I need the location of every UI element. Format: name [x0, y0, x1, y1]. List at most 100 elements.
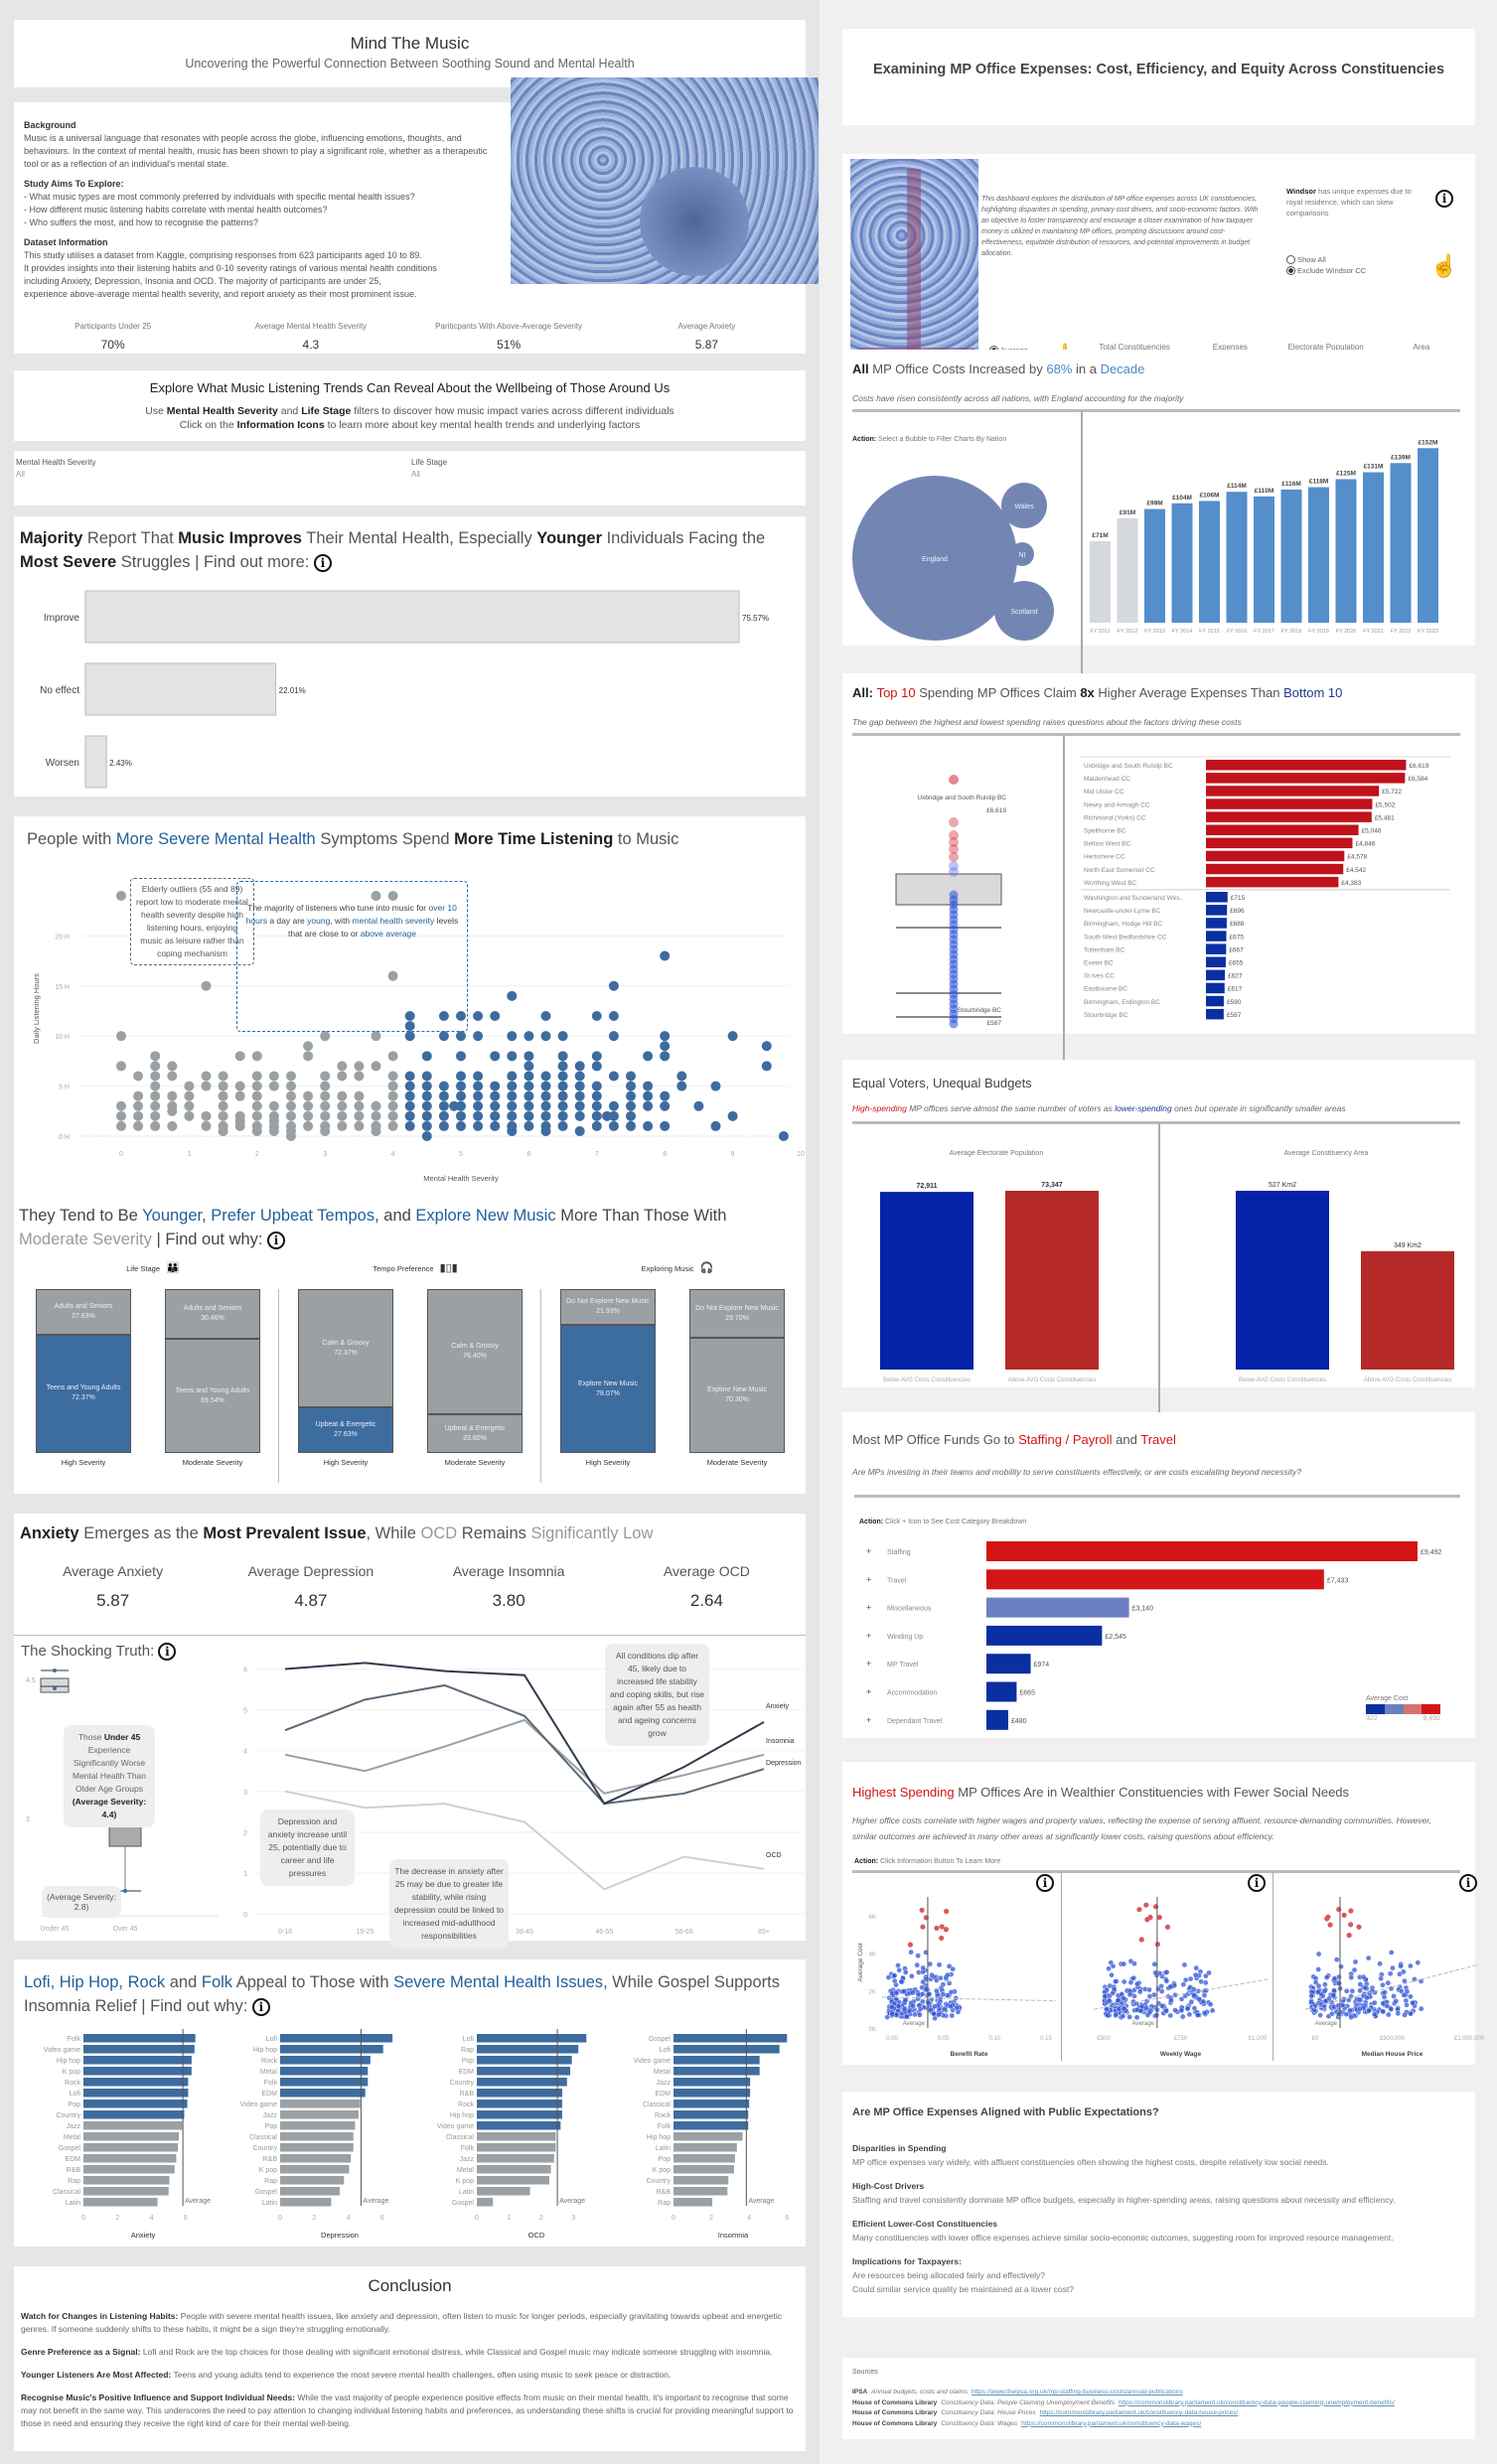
radio-button[interactable] — [1286, 266, 1295, 275]
x-tick-label: 0.05 — [938, 2036, 950, 2042]
scatter-point — [438, 1081, 449, 1091]
expand-plus-icon[interactable]: + — [866, 1687, 871, 1697]
scatter-point — [1180, 1981, 1187, 1988]
filter-life-stage[interactable]: Life Stage All — [411, 458, 447, 479]
expand-plus-icon[interactable]: + — [866, 1659, 871, 1668]
info-icon[interactable]: i — [1036, 1874, 1054, 1892]
scatter-point — [116, 1100, 126, 1111]
scatter-point — [591, 1120, 602, 1131]
info-icon[interactable]: i — [1248, 1874, 1266, 1892]
expand-plus-icon[interactable]: + — [866, 1546, 871, 1556]
scatter-point — [456, 1100, 466, 1111]
scatter-point — [167, 1120, 178, 1131]
annual-cost-bar — [1117, 517, 1138, 623]
explore-title: Explore What Music Listening Trends Can … — [149, 380, 671, 395]
info-icon[interactable]: i — [158, 1643, 177, 1662]
scatter-point — [1387, 1970, 1394, 1977]
scatter-point — [456, 1071, 466, 1082]
scatter-point — [591, 1081, 602, 1091]
average-cost-legend: Average Cost 322 9,492 — [1366, 1695, 1440, 1722]
filter-value[interactable]: All — [16, 470, 25, 479]
source-link[interactable]: https://commonslibrary.parliament.uk/con… — [1021, 2419, 1202, 2427]
dataset-line: experience above-average mental health s… — [24, 289, 417, 299]
x-tick-label: 6 — [184, 2215, 188, 2222]
y-tick-label: 6K — [869, 1915, 876, 1921]
scatter-point — [507, 1090, 518, 1101]
x-tick-label: FY 2013 — [1144, 629, 1165, 635]
scatter-point — [643, 1051, 654, 1062]
x-tick-label: 6 — [785, 2215, 789, 2222]
scatter-point — [902, 1969, 909, 1975]
page-title: Examining MP Office Expenses: Cost, Effi… — [872, 62, 1445, 77]
info-icon[interactable]: i — [1459, 1874, 1477, 1892]
segment-label: Do Not Explore New Music — [695, 1304, 779, 1312]
source-link[interactable]: https://commonslibrary.parliament.uk/con… — [1119, 2398, 1395, 2406]
scatter-point — [473, 1071, 484, 1082]
page-title: Mind The Music — [350, 34, 470, 53]
bubble-action-hint: Action: Select a Bubble to Filter Charts… — [852, 436, 1006, 443]
info-icon[interactable]: i — [251, 1997, 270, 2016]
expand-plus-icon[interactable]: + — [866, 1715, 871, 1725]
expand-plus-icon[interactable]: + — [866, 1603, 871, 1613]
filter-mental-health-severity[interactable]: Mental Health Severity All — [16, 458, 95, 479]
scatter-point — [1115, 1997, 1122, 2003]
expand-plus-icon[interactable]: + — [866, 1631, 871, 1641]
scatter-point — [660, 950, 671, 961]
source-link[interactable]: https://www.theipsa.org.uk/mp-staffing-b… — [972, 2389, 1183, 2395]
stacked-segment: Calm & Groovy 76.40% — [427, 1289, 523, 1415]
source-link[interactable]: https://commonslibrary.parliament.uk/con… — [1039, 2409, 1239, 2416]
nation-bubble-england[interactable] — [852, 476, 1017, 641]
segment-value: 30.46% — [201, 1315, 225, 1323]
scatter-point — [371, 1100, 381, 1111]
nation-bubble-scotland[interactable] — [994, 581, 1054, 641]
x-tick-label: FY 2017 — [1254, 629, 1274, 635]
genre-bar — [674, 2034, 788, 2043]
genre-label: Latin — [656, 2145, 671, 2152]
text-run: Highest Spending — [852, 1785, 955, 1800]
music-effect-title: Majority Report That Music Improves Thei… — [14, 516, 806, 574]
scatter-point — [602, 1110, 613, 1121]
info-icon[interactable]: i — [1435, 190, 1453, 208]
conclusion-title: Conclusion — [368, 2276, 452, 2295]
scatter-point — [557, 1090, 568, 1101]
genre-label: Classical — [249, 2134, 277, 2141]
text-run: mental health severity — [352, 916, 435, 926]
info-icon[interactable]: i — [267, 1231, 286, 1249]
nation-bubble-wales[interactable] — [1001, 483, 1047, 528]
x-tick-label: 0 — [278, 2215, 282, 2222]
y-tick-label: 3 — [243, 1790, 247, 1797]
info-icon[interactable]: i — [313, 553, 332, 572]
filter-value[interactable]: All — [411, 470, 420, 479]
radio-button[interactable] — [1286, 255, 1295, 264]
category-label: Winding Up — [887, 1634, 923, 1641]
expense-bar — [1206, 773, 1406, 784]
genre-bar — [280, 2176, 345, 2185]
genre-bar — [83, 2198, 158, 2207]
segment-label: Upbeat & Energetic — [444, 1424, 506, 1432]
sources-title: Sources — [852, 2369, 878, 2376]
scatter-point — [1408, 1962, 1414, 1969]
category-label: Staffing — [887, 1549, 911, 1556]
stacked-segment: Upbeat & Energetic 23.60% — [427, 1414, 523, 1453]
average-label: Average — [559, 2198, 585, 2205]
scatter-point — [1329, 2010, 1335, 2017]
constituency-label: Maidenhead CC — [1084, 776, 1130, 783]
x-tick-label: 1 — [507, 2215, 511, 2222]
average-label: Average — [903, 2021, 926, 2027]
scatter-title: People with More Severe Mental Health Sy… — [14, 816, 806, 849]
expand-plus-icon[interactable]: + — [866, 1574, 871, 1584]
scatter-point — [557, 1071, 568, 1082]
genre-bar — [83, 2121, 183, 2130]
genre-bar — [280, 2056, 371, 2065]
scatter-point — [949, 2012, 956, 2019]
genre-bar — [83, 2154, 177, 2163]
constituency-label: Stourbridge BC — [1084, 1012, 1128, 1019]
scatter-point — [354, 1110, 365, 1121]
genre-chart-depression: Lofi Hip hop Rock Metal Folk EDM Video game Jaz… — [240, 2029, 393, 2240]
profile-title: They Tend to Be Younger, Prefer Upbeat T… — [19, 1204, 799, 1251]
x-tick-label: Over 45 — [113, 1926, 138, 1933]
annual-cost-bar — [1171, 503, 1193, 623]
radio-option[interactable]: Exclude Windsor CC — [1286, 266, 1366, 275]
nation-bubble-ni[interactable] — [1010, 542, 1034, 566]
radio-option[interactable]: Show All — [1286, 255, 1366, 264]
